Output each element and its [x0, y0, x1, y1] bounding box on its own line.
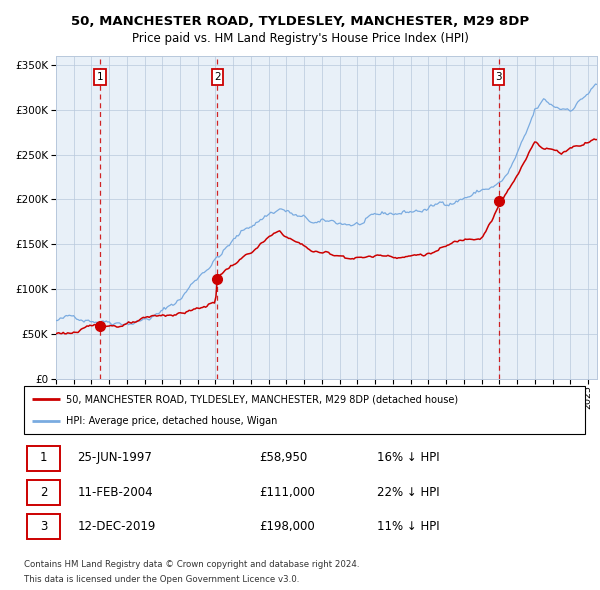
Text: 16% ↓ HPI: 16% ↓ HPI: [377, 451, 440, 464]
Text: 25-JUN-1997: 25-JUN-1997: [77, 451, 152, 464]
Text: £58,950: £58,950: [260, 451, 308, 464]
Text: This data is licensed under the Open Government Licence v3.0.: This data is licensed under the Open Gov…: [24, 575, 299, 584]
Text: HPI: Average price, detached house, Wigan: HPI: Average price, detached house, Wiga…: [66, 416, 277, 426]
Text: £198,000: £198,000: [260, 520, 316, 533]
Text: 3: 3: [495, 72, 502, 82]
Text: 2: 2: [40, 486, 47, 499]
Bar: [27, 480, 61, 505]
Bar: [27, 445, 61, 471]
Text: 11-FEB-2004: 11-FEB-2004: [77, 486, 153, 499]
Bar: [27, 514, 61, 539]
Text: 11% ↓ HPI: 11% ↓ HPI: [377, 520, 440, 533]
Text: 2: 2: [214, 72, 221, 82]
Text: 50, MANCHESTER ROAD, TYLDESLEY, MANCHESTER, M29 8DP (detached house): 50, MANCHESTER ROAD, TYLDESLEY, MANCHEST…: [66, 394, 458, 404]
Text: Price paid vs. HM Land Registry's House Price Index (HPI): Price paid vs. HM Land Registry's House …: [131, 32, 469, 45]
Text: 22% ↓ HPI: 22% ↓ HPI: [377, 486, 440, 499]
Text: 1: 1: [97, 72, 103, 82]
Text: 3: 3: [40, 520, 47, 533]
Text: 50, MANCHESTER ROAD, TYLDESLEY, MANCHESTER, M29 8DP: 50, MANCHESTER ROAD, TYLDESLEY, MANCHEST…: [71, 15, 529, 28]
Text: 12-DEC-2019: 12-DEC-2019: [77, 520, 155, 533]
Text: £111,000: £111,000: [260, 486, 316, 499]
Text: Contains HM Land Registry data © Crown copyright and database right 2024.: Contains HM Land Registry data © Crown c…: [24, 560, 359, 569]
Text: 1: 1: [40, 451, 47, 464]
